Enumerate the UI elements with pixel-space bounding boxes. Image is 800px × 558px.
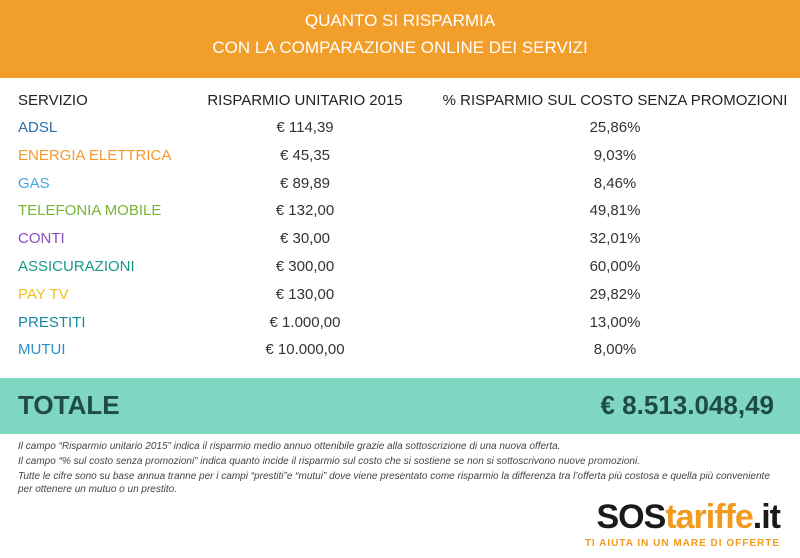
percent: 8,46%	[593, 174, 637, 192]
percent: 8,00%	[593, 341, 637, 359]
title-line: QUANTO SI RISPARMIA	[304, 11, 496, 30]
service-name: PRESTITI	[18, 313, 86, 331]
percent: 9,03%	[593, 146, 637, 164]
saving: € 300,00	[275, 258, 335, 275]
saving: € 30,00	[279, 230, 331, 248]
total-label: TOTALE	[18, 390, 120, 420]
service-name: ASSICURAZIONI	[18, 258, 135, 275]
footnote: Tutte le cifre sono su base annua tranne…	[18, 471, 770, 495]
percent: 60,00%	[589, 258, 641, 275]
footnote: Il campo “% sul costo senza promozioni” …	[18, 456, 640, 467]
saving: € 114,39	[276, 119, 334, 136]
saving: € 1.000,00	[269, 313, 341, 331]
service-name: PAY TV	[18, 285, 69, 303]
saving: € 10.000,00	[265, 341, 345, 359]
total-value: € 8.513.048,49	[600, 390, 775, 420]
service-name: TELEFONIA MOBILE	[18, 202, 162, 220]
saving: € 45,35	[279, 146, 331, 164]
percent: 29,82%	[589, 285, 641, 303]
logo-tagline: TI AIUTA IN UN MARE DI OFFERTE	[584, 538, 780, 549]
percent: 25,86%	[589, 119, 641, 136]
column-header: % RISPARMIO SUL COSTO SENZA PROMOZIONI	[442, 92, 788, 109]
saving: € 130,00	[275, 285, 335, 303]
service-name: MUTUI	[18, 341, 66, 359]
saving: € 132,00	[275, 202, 335, 220]
saving: € 89,89	[279, 174, 331, 192]
logo-part: .it	[752, 498, 781, 536]
percent: 32,01%	[589, 230, 641, 248]
title-line: CON LA COMPARAZIONE ONLINE DEI SERVIZI	[212, 38, 588, 57]
logo: SOStariffe.it	[596, 498, 782, 537]
header-band: QUANTO SI RISPARMIA CON LA COMPARAZIONE …	[0, 0, 800, 78]
service-name: ENERGIA ELETTRICA	[18, 146, 172, 164]
service-name: GAS	[18, 174, 50, 192]
logo-part: SOS	[596, 498, 667, 536]
service-name: ADSL	[18, 119, 58, 136]
total-band: TOTALE € 8.513.048,49	[0, 378, 800, 434]
service-name: CONTI	[18, 230, 65, 248]
column-header: RISPARMIO UNITARIO 2015	[207, 92, 403, 109]
logo-part: tariffe	[665, 498, 753, 536]
column-header: SERVIZIO	[18, 92, 88, 109]
percent: 13,00%	[589, 313, 641, 331]
footnote: Il campo “Risparmio unitario 2015” indic…	[18, 441, 561, 452]
percent: 49,81%	[589, 202, 641, 220]
